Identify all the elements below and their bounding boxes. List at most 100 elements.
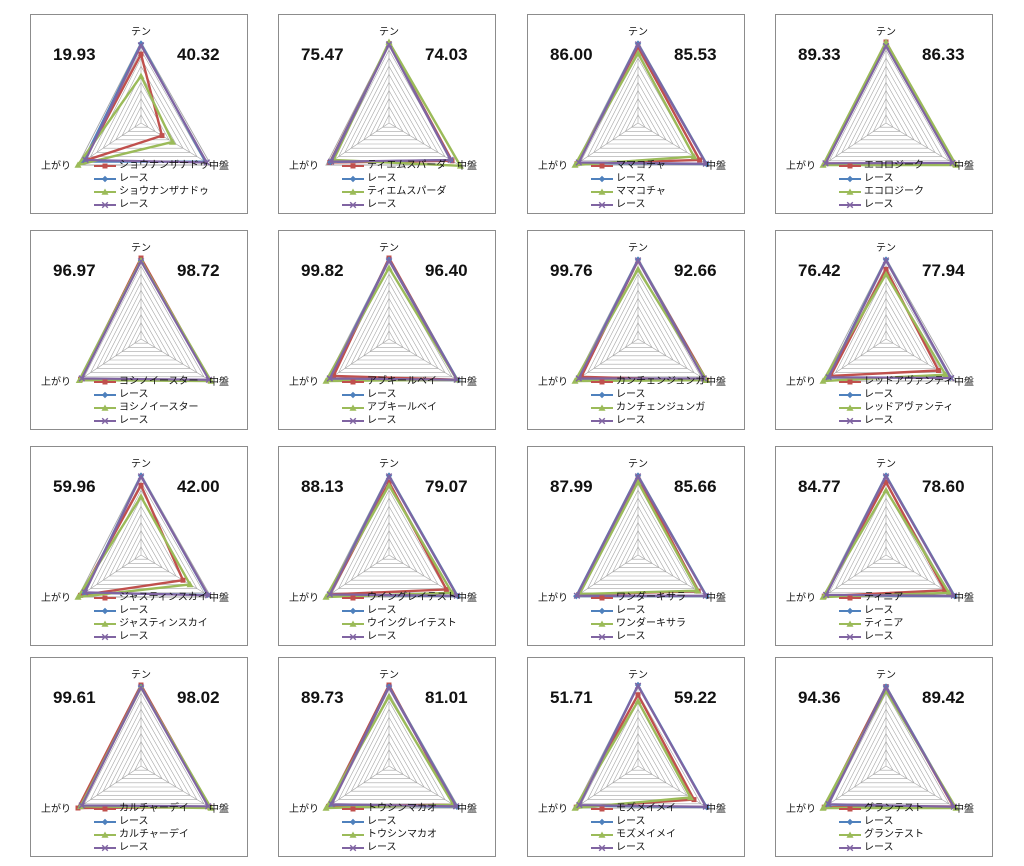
radar-gridline [618,98,660,136]
axis-label: テン [379,459,399,470]
legend-swatch [94,163,116,169]
radar-gridline [866,741,908,779]
radar-gridline [127,538,156,564]
legend-swatch-marker [847,806,853,812]
radar-gridline [599,289,681,365]
axis-label: 中盤 [706,161,726,172]
legend-swatch-marker [598,818,606,826]
legend-swatch [591,818,613,826]
radar-chart-panel: テン 中盤 上がり 89.73 81.01 トウシンマカオ レース トウシンマカオ レース [278,657,496,857]
axis-label: 上がり [538,161,568,172]
radar-series-line [80,686,210,808]
legend-swatch [342,633,364,641]
axis-label: 上がり [289,161,319,172]
radar-series-point [822,160,829,167]
score-right: 92.66 [674,261,717,280]
radar-series-point [571,377,579,384]
legend-label: ワンダーキサラ [616,592,686,603]
radar-series-line [825,475,955,597]
axis-label: 上がり [786,161,816,172]
radar-series-point [697,157,703,163]
score-right: 78.60 [922,477,965,496]
score-left: 59.96 [53,477,96,496]
radar-spoke [140,765,212,809]
radar-gridline [879,330,894,344]
legend-label: ウイングレイテスト [367,592,457,603]
legend-swatch-marker [102,163,108,169]
legend-swatch-marker [102,806,108,812]
radar-gridline [121,741,163,779]
legend-swatch-marker [101,607,109,615]
legend-swatch [342,175,364,183]
radar-chart-plot [74,40,212,168]
legend-swatch [839,607,861,615]
radar-series-point [571,804,579,811]
legend-swatch-marker [598,391,606,399]
legend-swatch-marker [598,633,606,641]
legend-swatch-marker [846,831,854,838]
score-right: 98.72 [177,261,220,280]
legend-label: ママコチャ [616,186,666,197]
radar-gridline [357,513,425,577]
axis-label: テン [131,670,151,681]
radar-spoke [822,338,887,382]
radar-series-point [443,586,449,592]
radar-gridline [879,757,894,771]
radar-chart-plot [322,682,461,811]
axis-label: 上がり [538,593,568,604]
radar-series-point [634,473,642,480]
radar-chart-plot [819,256,957,384]
radar-spoke [325,122,390,166]
radar-series-point [882,270,890,277]
legend-label: カルチャーデイ [119,829,189,840]
axis-label: 中盤 [209,377,229,388]
radar-series-line [575,475,707,597]
radar-series-point [326,591,334,598]
radar-gridline [338,57,446,157]
radar-gridline [338,489,446,589]
radar-gridline [363,89,418,141]
axis-label: テン [628,243,648,254]
radar-spoke [574,765,639,809]
legend-swatch [591,620,613,627]
radar-series-point [936,368,941,373]
radar-gridline [350,505,432,581]
radar-gridline [369,741,411,779]
legend-swatch [839,633,861,641]
legend-swatch [839,417,861,425]
legend-swatch-marker [349,175,357,183]
radar-spoke [325,554,390,598]
legend-label: ティエムスパーダ [367,160,447,171]
legend-label: レース [119,631,149,642]
radar-gridline [127,322,156,348]
radar-series-point [78,802,86,809]
score-right: 86.33 [922,45,965,64]
legend-swatch-marker [846,404,854,411]
radar-gridline [115,521,170,573]
radar-gridline [375,106,404,132]
radar-gridline [382,330,397,344]
radar-chart-panel: テン 中盤 上がり 59.96 42.00 ジャスティンスカイ レース ジャスティンスカイ レー… [30,446,248,646]
radar-gridline [109,513,177,577]
legend-label: トウシンマカオ [367,829,437,840]
legend-swatch-marker [101,844,109,852]
radar-spoke [822,554,887,598]
radar-gridline [357,297,425,361]
axis-label: 中盤 [457,804,477,815]
radar-gridline [835,489,943,589]
radar-series-line [80,260,210,381]
radar-series-point [385,264,393,271]
legend-swatch-marker [350,163,356,169]
radar-series-point [327,158,335,165]
radar-gridline [631,114,646,128]
radar-series-line [328,259,458,381]
radar-gridline [624,538,653,564]
radar-gridline [121,314,163,352]
radar-series-point [635,692,641,698]
radar-series-point [322,593,330,600]
radar-gridline [102,505,184,581]
radar-series-point [703,376,711,383]
radar-gridline [338,273,446,373]
radar-series-point [138,482,144,488]
radar-gridline [134,546,149,560]
